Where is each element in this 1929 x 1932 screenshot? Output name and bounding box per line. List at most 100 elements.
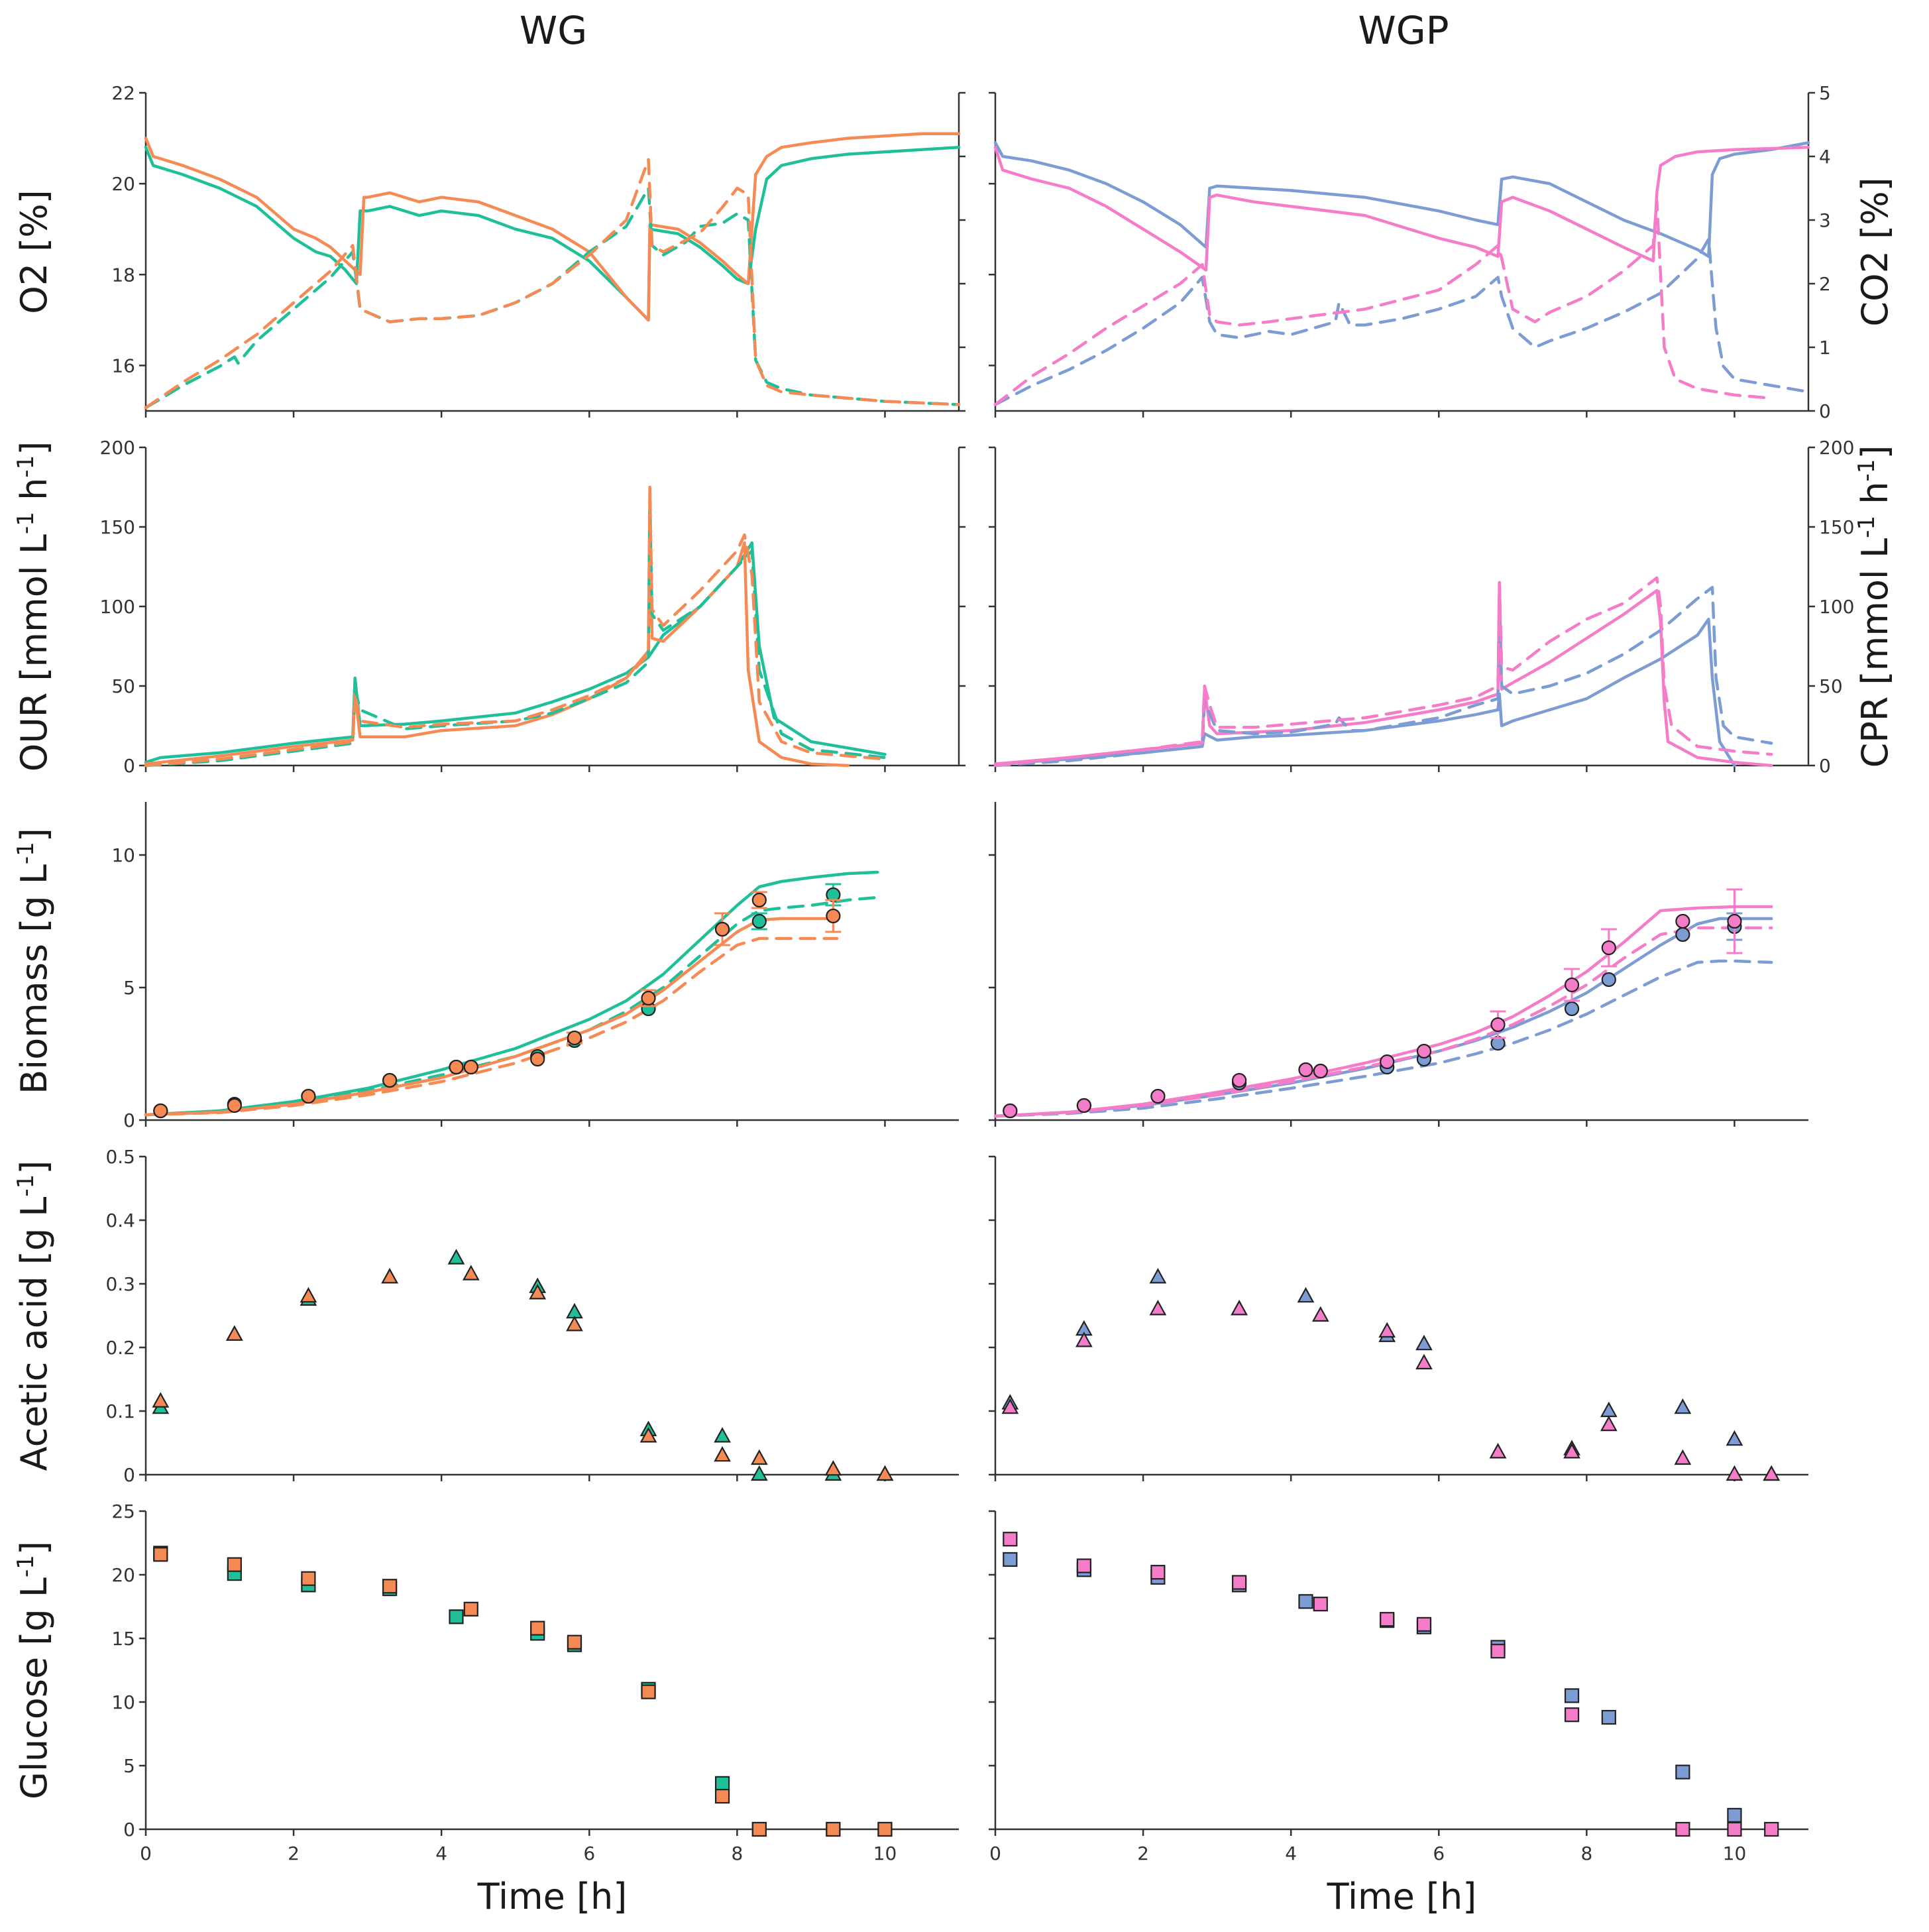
data-point (641, 990, 656, 1006)
y-tick-label: 20 (111, 1564, 135, 1586)
y-tick-label: 0 (123, 1109, 135, 1131)
x-tick-label: 0 (140, 1843, 152, 1864)
panel-rates-wg: 0 50 100 150 200 (100, 437, 965, 777)
y-axis-title: O2 [%] (13, 190, 55, 313)
data-point (300, 1286, 317, 1303)
series-line (144, 895, 879, 1117)
data-point (1600, 1415, 1618, 1432)
data-point (1727, 913, 1742, 929)
data-point (567, 1030, 582, 1046)
data-point (1231, 1300, 1248, 1316)
data-point (301, 1088, 316, 1104)
panel-glucose-wgp: 0 2 4 6 8 10 Time [h] (989, 1510, 1808, 1917)
y-tick-label: 0 (123, 1819, 135, 1841)
y-tick-label: 0.5 (105, 1146, 135, 1168)
data-point (714, 1427, 731, 1443)
data-point (1380, 1054, 1395, 1070)
data-point (1415, 1353, 1433, 1370)
data-point (1490, 1644, 1506, 1659)
y-tick-label-right: 3 (1819, 209, 1831, 231)
data-point (1564, 1688, 1580, 1703)
column-title-wgp: WGP (1358, 8, 1449, 53)
data-point (1490, 1017, 1506, 1033)
data-point (567, 1634, 582, 1650)
x-tick-label: 0 (989, 1843, 1001, 1864)
data-point (1727, 1807, 1742, 1823)
series-line (144, 485, 850, 767)
y-tick-label: 50 (111, 675, 135, 697)
data-point (152, 1392, 170, 1408)
series-line (144, 490, 887, 767)
data-point (1003, 1552, 1018, 1567)
y-tick-label: 150 (100, 516, 135, 538)
data-point (1150, 1088, 1166, 1104)
data-point (826, 1821, 841, 1837)
panel-gas-wg: 16 18 20 22 (111, 82, 965, 418)
x-tick-label: 6 (1433, 1843, 1445, 1864)
y-tick-label: 16 (111, 355, 135, 376)
x-tick-label: 4 (1285, 1843, 1297, 1864)
y-tick-label: 22 (111, 82, 135, 104)
series-line (993, 576, 1773, 767)
y-axis-title-right: CO2 [%] (1854, 177, 1896, 326)
data-point (1563, 1443, 1580, 1459)
data-point (1675, 927, 1690, 942)
x-tick-label: 8 (1580, 1843, 1592, 1864)
y-tick-label-right: 100 (1819, 596, 1854, 618)
data-point (876, 1465, 894, 1481)
y-tick-label: 0.3 (105, 1273, 135, 1295)
series-line (993, 146, 1810, 272)
series-line (144, 937, 839, 1117)
data-point (751, 892, 767, 908)
panel-gas-wgp: 0 1 2 3 4 5 (989, 82, 1831, 422)
data-point (641, 1684, 656, 1699)
data-point (529, 1284, 547, 1300)
data-point (382, 1072, 398, 1088)
series-line (993, 917, 1773, 1118)
data-point (1150, 1565, 1166, 1580)
data-point (1564, 1001, 1580, 1017)
data-point (1416, 1617, 1432, 1632)
y-tick-label: 18 (111, 264, 135, 286)
y-axis-title-right: CPR [mmol L-1 h-1] (1853, 445, 1896, 768)
y-tick-label: 0 (123, 755, 135, 777)
data-point (463, 1059, 478, 1075)
data-point (751, 913, 767, 929)
data-point (1378, 1322, 1396, 1338)
y-tick-label: 0.1 (105, 1400, 135, 1422)
y-tick-label: 200 (100, 437, 135, 459)
y-tick-label-right: 50 (1819, 675, 1843, 697)
series-line (144, 158, 961, 410)
data-point (449, 1059, 464, 1075)
data-point (1764, 1821, 1779, 1837)
y-axis-title: Biomass [g L-1] (13, 828, 55, 1094)
series-line (144, 146, 961, 322)
data-point (1675, 1764, 1690, 1780)
panel-biomass-wgp (989, 802, 1808, 1127)
x-axis-title: Time [h] (477, 1876, 628, 1917)
data-point (714, 921, 730, 937)
y-tick-label: 100 (100, 596, 135, 618)
data-point (566, 1316, 583, 1332)
data-point (751, 1821, 767, 1837)
data-point (153, 1547, 168, 1562)
data-point (714, 1776, 730, 1791)
data-point (1675, 913, 1690, 929)
data-point (1076, 1098, 1091, 1113)
data-point (449, 1609, 464, 1624)
data-point (1075, 1332, 1093, 1347)
data-point (1313, 1597, 1328, 1612)
data-point (1601, 940, 1616, 956)
data-point (1298, 1062, 1313, 1078)
data-point (1564, 977, 1580, 993)
data-point (1231, 1575, 1247, 1590)
y-tick-label: 25 (111, 1501, 135, 1522)
y-tick-label: 0.2 (105, 1337, 135, 1359)
data-point (1298, 1594, 1313, 1609)
data-point (462, 1265, 480, 1280)
data-point (1674, 1398, 1692, 1414)
x-tick-label: 4 (435, 1843, 447, 1864)
data-point (1003, 1532, 1018, 1547)
panel-biomass-wg: 0 5 10 (111, 802, 959, 1131)
